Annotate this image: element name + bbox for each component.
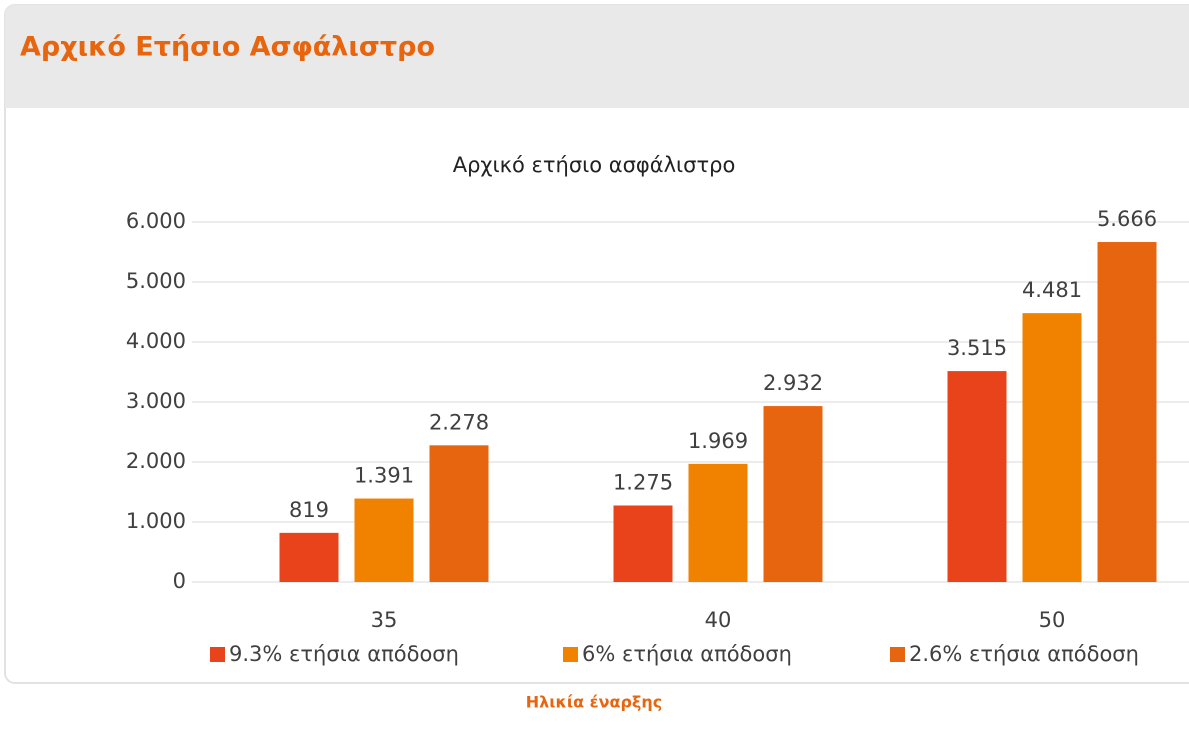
- legend-label: 2.6% ετήσια απόδοση: [909, 642, 1139, 666]
- legend-label: 6% ετήσια απόδοση: [582, 642, 792, 666]
- y-tick-label: 0: [173, 569, 186, 593]
- y-tick-label: 1.000: [126, 509, 186, 533]
- data-label: 5.666: [1097, 207, 1157, 231]
- y-tick-label: 5.000: [126, 269, 186, 293]
- bar: [763, 406, 823, 582]
- data-label: 1.969: [688, 429, 748, 453]
- legend-swatch: [563, 647, 578, 662]
- bar: [429, 445, 489, 582]
- y-tick-label: 6.000: [126, 209, 186, 233]
- data-label: 1.391: [354, 464, 414, 488]
- header-title: Αρχικό Ετήσιο Ασφάλιστρο: [20, 32, 435, 63]
- data-label: 1.275: [613, 471, 673, 495]
- bar: [279, 532, 339, 582]
- data-label: 2.932: [763, 371, 823, 395]
- data-label: 4.481: [1022, 278, 1082, 302]
- y-tick-label: 2.000: [126, 449, 186, 473]
- legend-swatch: [890, 647, 905, 662]
- y-tick-label: 4.000: [126, 329, 186, 353]
- x-tick-label: 50: [1039, 608, 1066, 632]
- bar: [354, 498, 414, 582]
- chart-title: Αρχικό ετήσιο ασφάλιστρο: [453, 153, 736, 177]
- data-label: 3.515: [947, 336, 1007, 360]
- x-tick-label: 40: [705, 608, 732, 632]
- bar: [1022, 313, 1082, 582]
- x-axis-label: Ηλικία έναρξης: [526, 693, 663, 712]
- legend-swatch: [210, 647, 225, 662]
- x-tick-label: 35: [371, 608, 398, 632]
- bar: [947, 371, 1007, 582]
- card-header: [5, 5, 1189, 108]
- data-label: 2.278: [429, 410, 489, 434]
- bar: [688, 463, 748, 582]
- y-tick-label: 3.000: [126, 389, 186, 413]
- bar: [613, 505, 673, 582]
- data-label: 819: [289, 498, 329, 522]
- bar: [1097, 242, 1157, 583]
- legend-label: 9.3% ετήσια απόδοση: [229, 642, 459, 666]
